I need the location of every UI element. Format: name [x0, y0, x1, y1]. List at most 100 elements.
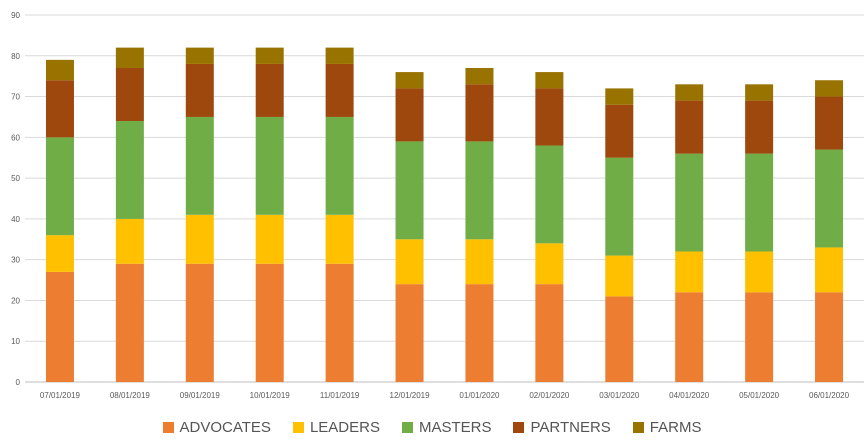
y-tick-label: 0 [16, 378, 21, 387]
legend-swatch [513, 422, 525, 433]
bar-segment-farms [185, 47, 214, 64]
bar-segment-leaders [325, 214, 354, 264]
bar-segment-farms [745, 84, 774, 101]
bar-segment-advocates [45, 271, 74, 382]
bar-segment-farms [45, 59, 74, 81]
bar-segment-farms [395, 72, 424, 89]
bar-segment-partners [745, 100, 774, 154]
bar-segment-masters [535, 145, 564, 244]
bar-segment-advocates [395, 284, 424, 382]
bar-segment-farms [815, 80, 844, 97]
x-tick-label: 07/01/2019 [40, 391, 81, 400]
bar-segment-advocates [745, 292, 774, 382]
bar-segment-masters [605, 157, 634, 256]
bar-segment-advocates [535, 284, 564, 382]
bar-segment-masters [395, 141, 424, 240]
legend: ADVOCATES LEADERS MASTERS PARTNERS FARMS [0, 419, 864, 436]
y-tick-label: 10 [11, 337, 20, 346]
bar-segment-masters [465, 141, 494, 240]
y-tick-label: 50 [11, 174, 20, 183]
legend-item-farms: FARMS [632, 419, 702, 436]
bar-segment-leaders [535, 243, 564, 285]
legend-swatch [292, 422, 304, 433]
bar-segment-advocates [255, 263, 284, 382]
bar-segment-advocates [185, 263, 214, 382]
y-tick-label: 80 [11, 52, 20, 61]
bar-segment-partners [605, 104, 634, 158]
bar-segment-masters [115, 121, 144, 219]
bar-segment-leaders [255, 214, 284, 264]
x-tick-label: 09/01/2019 [180, 391, 221, 400]
legend-swatch [632, 422, 644, 433]
bar-segment-partners [45, 80, 74, 138]
bar-segment-masters [745, 153, 774, 252]
bar-segment-leaders [115, 218, 144, 264]
bar-segment-leaders [395, 239, 424, 285]
bar-segment-farms [535, 72, 564, 89]
legend-swatch [401, 422, 413, 433]
bar-segment-partners [675, 100, 704, 154]
x-tick-label: 11/01/2019 [320, 391, 360, 400]
bar-segment-advocates [465, 284, 494, 382]
bar-segment-leaders [185, 214, 214, 264]
bar-segment-partners [255, 63, 284, 117]
x-tick-label: 12/01/2019 [390, 391, 431, 400]
bar-segment-advocates [675, 292, 704, 382]
bar-segment-farms [115, 47, 144, 69]
bar-segment-farms [605, 88, 634, 105]
bar-segment-farms [325, 47, 354, 64]
legend-label: MASTERS [418, 419, 492, 436]
legend-label: PARTNERS [530, 419, 611, 436]
bar-segment-partners [395, 88, 424, 142]
x-tick-label: 10/01/2019 [250, 391, 291, 400]
bar-segment-partners [185, 63, 214, 117]
legend-label: ADVOCATES [179, 419, 271, 436]
bar-segment-masters [815, 149, 844, 248]
bar-segment-advocates [605, 296, 634, 382]
x-tick-label: 05/01/2020 [739, 391, 780, 400]
bar-segment-partners [815, 96, 844, 150]
bar-segment-masters [45, 137, 74, 236]
y-tick-label: 90 [11, 11, 20, 20]
bar-segment-farms [675, 84, 704, 101]
legend-swatch [162, 422, 174, 433]
x-tick-label: 01/01/2020 [459, 391, 500, 400]
y-tick-label: 60 [11, 133, 20, 142]
legend-item-partners: PARTNERS [513, 419, 611, 436]
bar-segment-farms [255, 47, 284, 64]
y-tick-label: 40 [11, 215, 20, 224]
bar-segment-farms [465, 68, 494, 85]
x-tick-label: 03/01/2020 [599, 391, 640, 400]
bar-segment-advocates [115, 263, 144, 382]
x-tick-label: 06/01/2020 [809, 391, 850, 400]
bar-segment-leaders [605, 255, 634, 297]
x-tick-label: 08/01/2019 [110, 391, 151, 400]
legend-label: LEADERS [309, 419, 380, 436]
bar-segment-partners [325, 63, 354, 117]
y-tick-label: 70 [11, 93, 20, 102]
bar-segment-leaders [745, 251, 774, 293]
bar-segment-leaders [815, 247, 844, 293]
legend-label: FARMS [649, 419, 702, 436]
bar-segment-leaders [465, 239, 494, 285]
bar-segment-masters [255, 116, 284, 215]
legend-item-masters: MASTERS [401, 419, 492, 436]
bar-segment-partners [115, 68, 144, 122]
legend-item-advocates: ADVOCATES [162, 419, 271, 436]
bar-segment-advocates [325, 263, 354, 382]
bar-segment-masters [325, 116, 354, 215]
y-tick-label: 20 [11, 296, 20, 305]
x-tick-label: 02/01/2020 [529, 391, 570, 400]
bar-segment-partners [535, 88, 564, 146]
bar-segment-leaders [45, 235, 74, 272]
bar-segment-leaders [675, 251, 704, 293]
legend-item-leaders: LEADERS [292, 419, 380, 436]
bar-segment-masters [185, 116, 214, 215]
y-tick-label: 30 [11, 256, 20, 265]
bar-segment-partners [465, 84, 494, 142]
bar-segment-advocates [815, 292, 844, 382]
x-tick-label: 04/01/2020 [669, 391, 710, 400]
bar-segment-masters [675, 153, 704, 252]
